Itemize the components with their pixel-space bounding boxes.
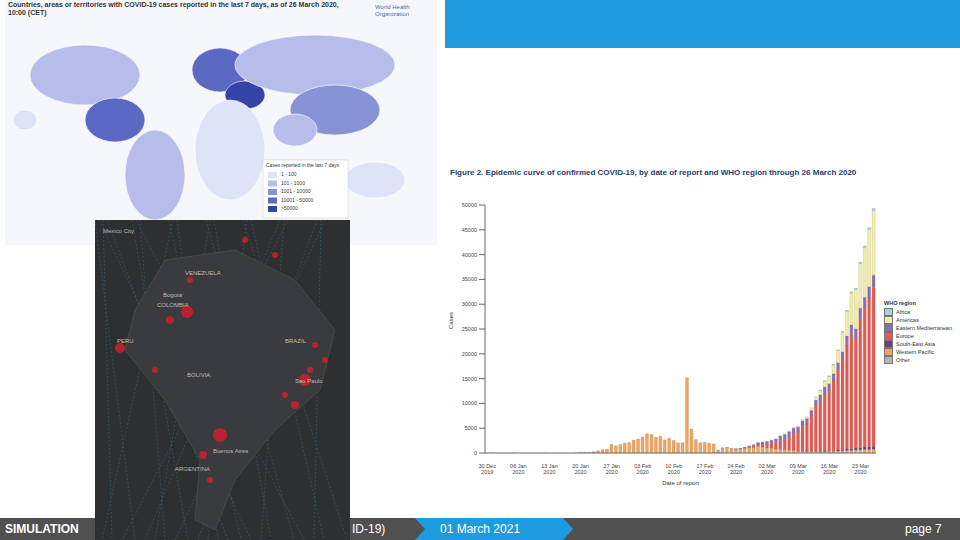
html-text:BRAZIL: BRAZIL xyxy=(285,338,306,344)
html-text:Sao Paulo: Sao Paulo xyxy=(295,378,323,384)
svg-text:20000: 20000 xyxy=(462,351,477,357)
html-text:South-East Asia: South-East Asia xyxy=(896,341,936,347)
html-text:1001 - 10000: 1001 - 10000 xyxy=(281,188,311,194)
html-text:Africa: Africa xyxy=(896,309,911,315)
html-text:01 March 2021: 01 March 2021 xyxy=(440,522,521,536)
html-text:10001 - 50000: 10001 - 50000 xyxy=(281,196,314,203)
svg-text:03 Feb: 03 Feb xyxy=(634,463,652,469)
svg-text:Cases: Cases xyxy=(448,312,454,329)
svg-text:35000: 35000 xyxy=(462,276,477,282)
html-text:SIMULATION: SIMULATION xyxy=(5,522,79,536)
svg-text:25000: 25000 xyxy=(462,326,477,332)
svg-text:24 Feb: 24 Feb xyxy=(727,463,745,469)
svg-text:06 Jan: 06 Jan xyxy=(510,463,527,469)
html-text:PERU: PERU xyxy=(117,338,134,344)
svg-text:45000: 45000 xyxy=(462,227,477,233)
svg-text:2020: 2020 xyxy=(637,469,649,475)
html-text:Countries, areas or territorie: Countries, areas or territories with COV… xyxy=(8,1,339,16)
svg-text:20 Jan: 20 Jan xyxy=(572,463,589,469)
svg-text:15000: 15000 xyxy=(462,376,477,382)
svg-text:02 Mar: 02 Mar xyxy=(758,463,776,469)
svg-text:10 Feb: 10 Feb xyxy=(665,463,683,469)
svg-text:2020: 2020 xyxy=(854,469,866,475)
html-text:WHO region: WHO region xyxy=(884,300,916,306)
svg-text:2020: 2020 xyxy=(512,469,524,475)
svg-text:2020: 2020 xyxy=(730,469,742,475)
html-text:Americas: Americas xyxy=(896,317,919,323)
svg-text:2020: 2020 xyxy=(699,469,711,475)
svg-text:17 Feb: 17 Feb xyxy=(696,463,714,469)
html-text:1 - 100: 1 - 100 xyxy=(281,171,297,177)
svg-text:23 Mar: 23 Mar xyxy=(851,463,869,469)
html-text:Other: Other xyxy=(896,357,910,363)
svg-text:2020: 2020 xyxy=(823,469,835,475)
svg-text:09 Mar: 09 Mar xyxy=(789,463,807,469)
html-text:page 7: page 7 xyxy=(905,522,942,536)
html-text:ARGENTINA: ARGENTINA xyxy=(175,466,210,472)
svg-text:16 Mar: 16 Mar xyxy=(820,463,838,469)
svg-text:10000: 10000 xyxy=(462,400,477,406)
html-text:Mexico City: Mexico City xyxy=(103,228,134,234)
html-text:Cases reported in the last 7 d: Cases reported in the last 7 days xyxy=(266,162,340,168)
html-text:Figure 2. Epidemic curve of co: Figure 2. Epidemic curve of confirmed CO… xyxy=(450,168,857,177)
html-text:ID-19): ID-19) xyxy=(352,522,386,536)
html-text:Europe: Europe xyxy=(896,333,914,339)
svg-text:2020: 2020 xyxy=(606,469,618,475)
svg-text:50000: 50000 xyxy=(462,202,477,208)
html-text:VENEZUELA: VENEZUELA xyxy=(185,270,221,276)
html-text:>50000: >50000 xyxy=(281,205,298,211)
html-text:Bogota: Bogota xyxy=(163,292,182,298)
svg-text:2020: 2020 xyxy=(543,469,555,475)
html-text:BOLIVIA: BOLIVIA xyxy=(187,372,211,378)
svg-text:27 Jan: 27 Jan xyxy=(603,463,620,469)
svg-text:0: 0 xyxy=(474,450,477,456)
html-text:Western Pacific: Western Pacific xyxy=(896,349,935,355)
svg-text:2020: 2020 xyxy=(668,469,680,475)
html-text:Buenos Aires: Buenos Aires xyxy=(213,448,249,454)
html-text:World Health Organization: World Health Organization xyxy=(375,4,410,17)
svg-text:5000: 5000 xyxy=(465,425,477,431)
svg-text:30 Dec: 30 Dec xyxy=(478,463,496,469)
svg-text:2020: 2020 xyxy=(574,469,586,475)
svg-text:2020: 2020 xyxy=(761,469,773,475)
svg-text:2020: 2020 xyxy=(792,469,804,475)
svg-text:Date of report: Date of report xyxy=(662,480,699,486)
svg-text:13 Jan: 13 Jan xyxy=(541,463,558,469)
svg-text:2019: 2019 xyxy=(481,469,493,475)
svg-text:30000: 30000 xyxy=(462,301,477,307)
html-text:101 - 1000: 101 - 1000 xyxy=(281,179,305,186)
svg-text:40000: 40000 xyxy=(462,252,477,258)
html-text:COLOMBIA: COLOMBIA xyxy=(157,302,189,308)
html-text:Eastern Mediterranean: Eastern Mediterranean xyxy=(896,325,952,331)
